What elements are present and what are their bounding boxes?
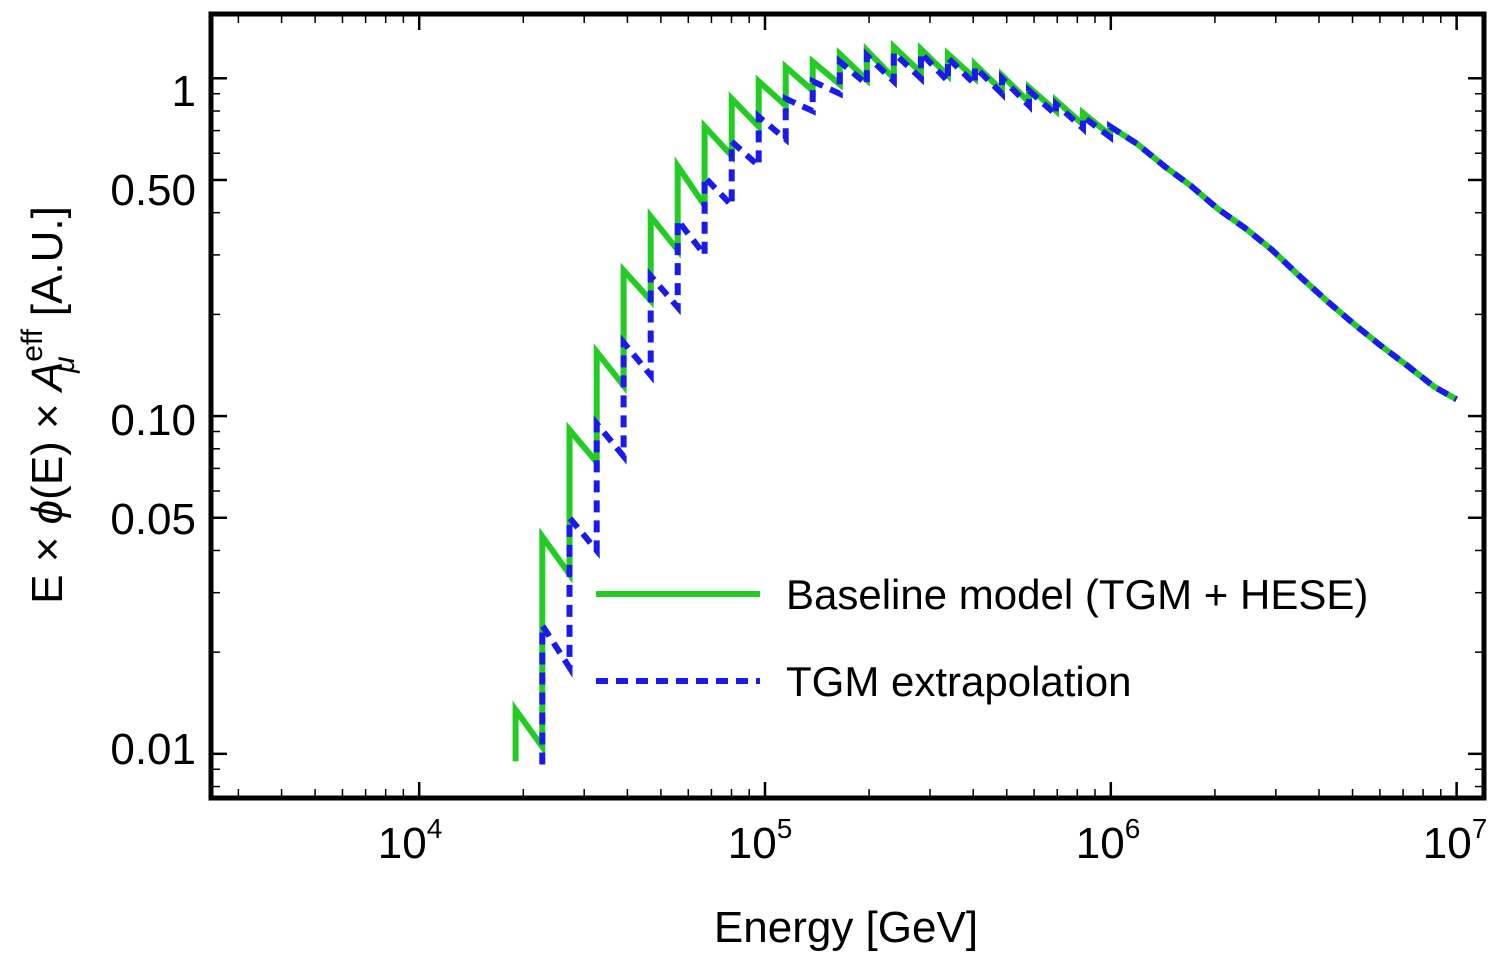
x-tick-label: 104 [378, 813, 443, 868]
x-tick-label: 105 [728, 813, 793, 868]
y-tick-label: 0.05 [110, 495, 196, 544]
x-tick-label: 107 [1423, 813, 1488, 868]
series-layer [512, 39, 1459, 765]
plot-frame [208, 11, 1487, 801]
y-tick-label: 0.10 [110, 396, 196, 445]
legend: Baseline model (TGM + HESE) TGM extrapol… [596, 571, 1368, 705]
y-tick-labels: 1 0.50 0.10 0.05 0.01 [110, 67, 196, 774]
series-line-tgm [539, 45, 1459, 765]
x-tick-labels: 104 105 106 107 [378, 813, 1488, 868]
x-axis-title: Energy [GeV] [714, 903, 978, 952]
y-axis-title: E × ϕ(E) × Aeffμ [A.U.] [16, 206, 81, 604]
legend-label-baseline: Baseline model (TGM + HESE) [786, 571, 1368, 618]
series-line-baseline [512, 39, 1459, 762]
y-tick-label: 0.50 [110, 166, 196, 215]
y-tick-label: 1 [172, 67, 196, 116]
legend-label-tgm: TGM extrapolation [786, 658, 1131, 705]
x-tick-label: 106 [1076, 813, 1141, 868]
y-tick-label: 0.01 [110, 725, 196, 774]
